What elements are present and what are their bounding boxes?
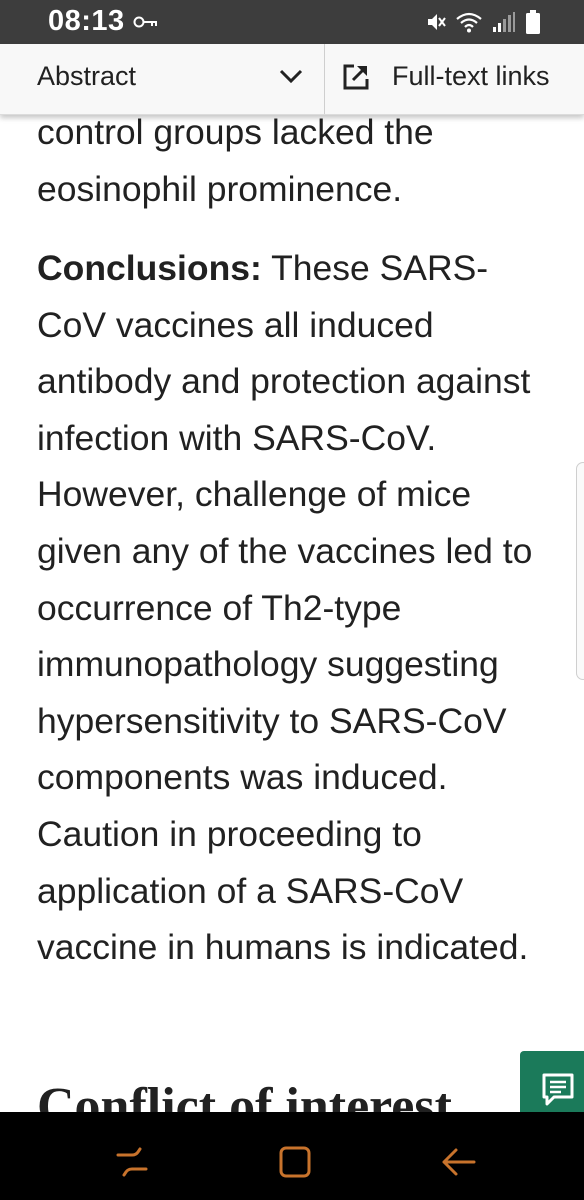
full-text-links-label: Full-text links [392,61,550,91]
conclusions-label: Conclusions: [37,248,262,288]
page-header: Abstract Full-text links [0,44,584,115]
recent-apps-icon[interactable] [112,1142,152,1182]
status-bar: 08:13 [0,0,584,44]
external-link-icon [343,64,369,90]
status-time: 08:13 [48,5,125,37]
home-icon[interactable] [275,1142,315,1182]
wifi-icon [456,12,482,33]
chevron-down-icon [279,69,303,84]
back-icon[interactable] [438,1142,478,1182]
battery-icon [526,10,540,34]
feedback-icon [542,1073,574,1106]
section-select-label: Abstract [37,61,137,91]
key-icon [133,16,157,28]
navigation-bar [0,1112,584,1200]
section-select[interactable]: Abstract [0,44,325,114]
status-icons [426,8,540,36]
conclusions-text: These SARS-CoV vaccines all induced anti… [37,248,533,968]
mute-icon [428,14,446,30]
full-text-links-button[interactable]: Full-text links [326,44,584,114]
conflict-of-interest-heading: Conflict of interest [37,1078,452,1112]
scroll-handle[interactable] [576,462,584,680]
article-body: control groups lacked the eosinophil pro… [0,44,584,1112]
abstract-results-paragraph: control groups lacked the eosinophil pro… [37,112,434,209]
abstract-conclusions-paragraph: Conclusions: These SARS-CoV vaccines all… [37,240,547,976]
signal-icon [493,12,515,32]
feedback-button[interactable] [520,1051,584,1113]
